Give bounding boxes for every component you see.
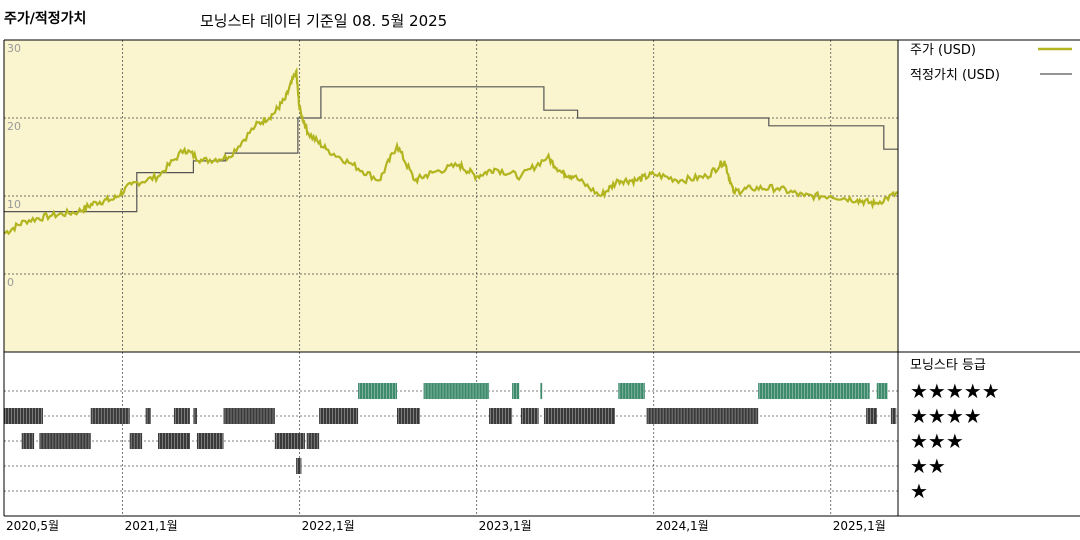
rating-stars-2: ★★	[910, 454, 946, 478]
y-tick-label: 0	[7, 276, 14, 289]
y-tick-label: 20	[7, 120, 21, 133]
y-tick-label: 30	[7, 42, 21, 55]
legend-fair-value-label: 적정가치 (USD)	[910, 68, 1000, 83]
rating-bar-2-star	[296, 458, 302, 474]
rating-bar-4-star	[646, 408, 759, 424]
rating-bar-4-star	[223, 408, 275, 424]
rating-stars-4: ★★★★	[910, 404, 982, 428]
x-tick-label: 2022,1월	[302, 519, 355, 533]
y-tick-label: 10	[7, 198, 21, 211]
x-tick-label: 2023,1월	[479, 519, 532, 533]
rating-bar-4-star	[90, 408, 130, 424]
rating-bar-5-star	[358, 383, 398, 399]
legend-price-label: 주가 (USD)	[910, 43, 976, 58]
rating-bar-4-star	[890, 408, 897, 424]
x-tick-label: 2021,1월	[125, 519, 178, 533]
rating-bar-3-star	[196, 433, 224, 449]
fair-value-line	[4, 86, 898, 213]
rating-stars-3: ★★★	[910, 429, 964, 453]
rating-bar-4-star	[173, 408, 190, 424]
rating-bar-5-star	[512, 383, 520, 399]
rating-bar-5-star	[876, 383, 888, 399]
x-tick-label: 2025,1월	[833, 519, 886, 533]
rating-bar-3-star	[274, 433, 305, 449]
grid-lines	[4, 40, 898, 516]
chart-title: 주가/적정가치	[4, 11, 87, 27]
rating-bar-5-star	[540, 383, 543, 399]
legend-rating-title: 모닝스타 등급	[910, 358, 986, 373]
rating-bar-4-star	[489, 408, 513, 424]
rating-stars: ★★★★★★★★★★★★★★★	[910, 379, 1000, 503]
rating-bar-4-star	[520, 408, 539, 424]
x-axis-ticks: 2020,5월 2021,1월 2022,1월 2023,1월 2024,1월 2025,…	[6, 519, 886, 533]
rating-bar-4-star	[4, 408, 43, 424]
rating-stars-1: ★	[910, 479, 928, 503]
rating-bar-3-star	[39, 433, 91, 449]
rating-bar-3-star	[158, 433, 190, 449]
rating-bar-4-star	[145, 408, 151, 424]
rating-bar-3-star	[129, 433, 143, 449]
rating-bar-4-star	[543, 408, 615, 424]
rating-bar-4-star	[193, 408, 197, 424]
rating-bar-5-star	[423, 383, 490, 399]
rating-bar-3-star	[21, 433, 35, 449]
x-tick-label: 2020,5월	[6, 519, 59, 533]
rating-bar-4-star	[397, 408, 421, 424]
price-line	[3, 66, 899, 236]
rating-bar-4-star	[319, 408, 359, 424]
rating-stars-5: ★★★★★	[910, 379, 1000, 403]
rating-bar-5-star	[618, 383, 645, 399]
rating-bar-3-star	[306, 433, 320, 449]
rating-bars	[4, 383, 897, 474]
rating-bar-4-star	[866, 408, 877, 424]
chart-subtitle: 모닝스타 데이터 기준일 08. 5월 2025	[200, 12, 448, 30]
x-tick-label: 2024,1월	[656, 519, 709, 533]
rating-bar-5-star	[758, 383, 870, 399]
y-axis-ticks: 30 20 10 0	[7, 42, 21, 289]
